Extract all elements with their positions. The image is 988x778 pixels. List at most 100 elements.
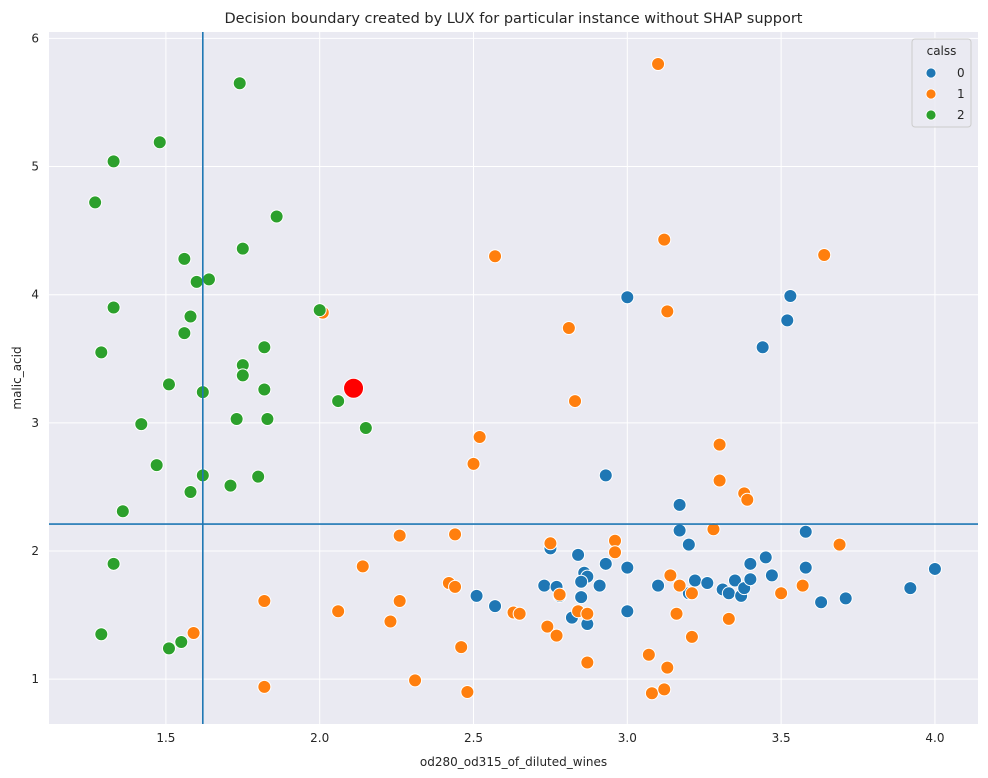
data-point — [758, 550, 773, 565]
data-point — [620, 604, 635, 619]
legend-marker-1 — [925, 88, 937, 100]
data-point — [448, 527, 463, 542]
data-point — [235, 368, 250, 383]
series-0 — [469, 288, 942, 632]
data-point — [608, 545, 623, 560]
data-point — [94, 627, 109, 642]
data-point — [641, 647, 656, 662]
data-point — [174, 634, 189, 649]
data-point — [571, 547, 586, 562]
y-tick-label: 6 — [31, 31, 39, 45]
data-point — [540, 619, 555, 634]
data-point — [235, 241, 250, 256]
data-point — [783, 288, 798, 303]
y-tick-label: 5 — [31, 160, 39, 174]
data-point — [183, 309, 198, 324]
data-point — [134, 417, 149, 432]
data-point — [512, 606, 527, 621]
data-point — [488, 599, 503, 614]
legend-box — [911, 38, 972, 128]
data-point — [561, 321, 576, 336]
series-2 — [88, 76, 373, 656]
data-point — [740, 492, 755, 507]
data-point — [392, 528, 407, 543]
data-point — [161, 377, 176, 392]
data-point — [684, 586, 699, 601]
x-axis-ticks: 1.5 2.0 2.5 3.0 3.5 4.0 — [156, 731, 944, 745]
data-point — [488, 249, 503, 264]
data-point — [106, 154, 121, 169]
data-point — [537, 578, 552, 593]
x-tick-label: 2.5 — [464, 731, 483, 745]
legend-marker-2 — [925, 109, 937, 121]
data-point — [186, 626, 201, 641]
y-tick-label: 1 — [31, 672, 39, 686]
data-point — [460, 684, 475, 699]
data-point — [832, 537, 847, 552]
data-point — [721, 611, 736, 626]
data-point — [466, 456, 481, 471]
legend-title: calss — [927, 44, 957, 58]
data-point — [106, 556, 121, 571]
data-point — [660, 304, 675, 319]
data-point — [543, 536, 558, 551]
data-point — [598, 468, 613, 483]
data-point — [392, 593, 407, 608]
legend-label-0: 0 — [957, 66, 965, 80]
data-point — [795, 578, 810, 593]
data-point — [712, 473, 727, 488]
plot-background — [49, 32, 978, 724]
data-point — [620, 560, 635, 575]
data-point — [149, 458, 164, 473]
data-point — [681, 537, 696, 552]
data-point — [580, 655, 595, 670]
data-point — [94, 345, 109, 360]
data-point — [574, 590, 589, 605]
data-point — [269, 209, 284, 224]
legend-label-2: 2 — [957, 108, 965, 122]
data-point — [721, 586, 736, 601]
data-point — [672, 497, 687, 512]
data-point — [620, 290, 635, 305]
data-point — [355, 559, 370, 574]
data-point — [552, 587, 567, 602]
data-point — [672, 578, 687, 593]
plot-area — [49, 32, 978, 724]
data-point — [743, 556, 758, 571]
data-point — [780, 313, 795, 328]
data-point — [257, 382, 272, 397]
series-1 — [186, 57, 847, 701]
y-tick-label: 3 — [31, 416, 39, 430]
data-point — [454, 640, 469, 655]
data-point — [115, 504, 130, 519]
data-point — [657, 232, 672, 247]
data-point — [257, 679, 272, 694]
data-point — [223, 478, 238, 493]
x-tick-label: 4.0 — [925, 731, 944, 745]
data-point — [798, 560, 813, 575]
data-point — [257, 340, 272, 355]
data-point — [106, 300, 121, 315]
data-point — [549, 628, 564, 643]
chart-title: Decision boundary created by LUX for par… — [225, 11, 803, 27]
data-point — [838, 591, 853, 606]
y-tick-label: 2 — [31, 544, 39, 558]
data-point — [814, 595, 829, 610]
legend-entries: 0 1 2 — [925, 66, 965, 122]
legend: calss 0 1 2 — [911, 38, 972, 128]
highlighted-instance-point — [343, 377, 365, 399]
data-point — [229, 412, 244, 427]
data-point — [651, 578, 666, 593]
legend-label-1: 1 — [957, 87, 965, 101]
data-point — [644, 686, 659, 701]
data-point — [755, 340, 770, 355]
data-point — [161, 641, 176, 656]
data-point — [312, 303, 327, 318]
x-axis-label: od280_od315_of_diluted_wines — [420, 755, 607, 769]
x-tick-label: 3.0 — [618, 731, 637, 745]
data-point — [743, 572, 758, 587]
data-point — [927, 561, 942, 576]
data-point — [189, 274, 204, 289]
data-point — [657, 682, 672, 697]
